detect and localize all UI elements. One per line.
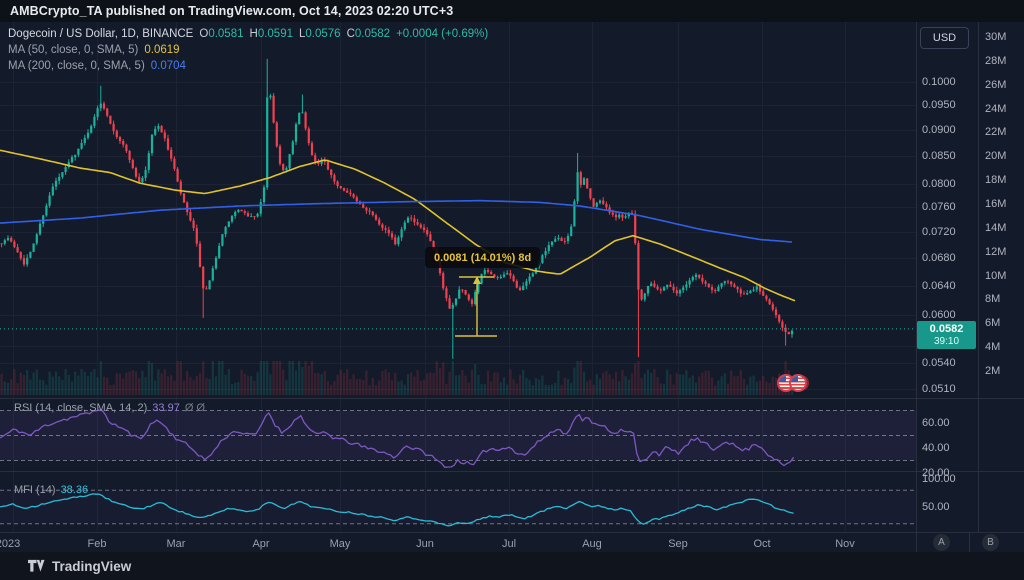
last-price-value: 0.0582 xyxy=(929,322,964,335)
volume-tick-label: 2M xyxy=(985,365,1001,377)
time-tick-label: Oct xyxy=(753,538,771,550)
mfi-tick-label: 100.00 xyxy=(922,473,956,485)
ohlc-h-label: H xyxy=(249,28,258,40)
change-value: +0.0004 (+0.69%) xyxy=(396,28,489,40)
main-legend[interactable]: Dogecoin / US Dollar, 1D, BINANCE O0.0581… xyxy=(8,26,488,74)
rsi-hidden-values: Ø Ø xyxy=(184,402,205,414)
price-tick-label: 0.0800 xyxy=(922,177,956,190)
us-flag-icon xyxy=(789,374,807,392)
flag-marks xyxy=(777,374,807,392)
symbol-row[interactable]: Dogecoin / US Dollar, 1D, BINANCE O0.0581… xyxy=(8,26,488,42)
ma200-label: MA (200, close, 0, SMA, 5) xyxy=(8,60,145,72)
ohlc-h-value: 0.0591 xyxy=(257,28,293,40)
rsi-legend[interactable]: RSI (14, close, SMA, 14, 2) 33.97 Ø Ø xyxy=(14,402,205,414)
price-tick-label: 0.1000 xyxy=(922,76,956,88)
volume-tick-label: 22M xyxy=(985,126,1007,139)
mfi-value: 38.36 xyxy=(60,484,89,496)
mfi-legend[interactable]: MFI (14) 38.36 xyxy=(14,484,88,496)
time-tick-label: Jul xyxy=(501,538,517,550)
volume-tick-label: 18M xyxy=(985,174,1007,187)
volume-tick-label: 24M xyxy=(985,102,1007,115)
ohlc-l-label: L xyxy=(299,28,306,40)
time-tick-label: Apr xyxy=(252,538,270,550)
volume-tick-label: 26M xyxy=(985,78,1007,91)
volume-tick-label: 14M xyxy=(985,221,1007,234)
tradingview-logo-icon xyxy=(28,559,45,572)
ma50-value: 0.0619 xyxy=(144,44,180,56)
ohlc-c-label: C xyxy=(346,28,355,40)
time-tick-label: Mar xyxy=(166,538,186,550)
volume-tick-label: 4M xyxy=(985,341,1001,354)
mfi-label: MFI (14) xyxy=(14,484,56,496)
candle-countdown: 39:10 xyxy=(933,335,960,347)
rsi-tick-label: 20.00 xyxy=(922,467,950,479)
time-tick-label: Aug xyxy=(582,538,602,550)
price-tick-label: 0.0850 xyxy=(922,150,956,163)
footer-bar: TradingView xyxy=(0,552,1024,580)
attribution-text: AMBCrypto_TA published on TradingView.co… xyxy=(10,4,454,18)
volume-tick-label: 6M xyxy=(985,317,1001,330)
rsi-tick-label: 40.00 xyxy=(922,442,950,454)
attribution-bar: AMBCrypto_TA published on TradingView.co… xyxy=(0,0,1024,22)
ma200-row[interactable]: MA (200, close, 0, SMA, 5) 0.0704 xyxy=(8,58,488,74)
price-tick-label: 0.0640 xyxy=(922,279,956,292)
volume-tick-label: 10M xyxy=(985,269,1007,282)
volume-tick-label: 12M xyxy=(985,245,1007,258)
mfi-tick-label: 50.00 xyxy=(922,501,950,513)
time-tick-label: Feb xyxy=(87,538,107,550)
rsi-label: RSI (14, close, SMA, 14, 2) xyxy=(14,402,148,414)
price-tick-label: 0.0680 xyxy=(922,251,956,264)
time-tick-label: 2023 xyxy=(0,538,21,550)
time-tick-label: Nov xyxy=(835,538,855,550)
time-tick-label: Jun xyxy=(416,538,434,550)
price-range-tooltip: 0.0081 (14.01%) 8d xyxy=(425,247,541,268)
volume-tick-label: 30M xyxy=(985,31,1007,43)
price-tick-label: 0.0600 xyxy=(922,309,956,321)
ohlc-o-label: O xyxy=(199,28,209,40)
price-tick-label: 0.0900 xyxy=(922,124,956,137)
currency-toggle-button[interactable]: USD xyxy=(920,27,969,49)
tradingview-wordmark: TradingView xyxy=(52,558,132,574)
last-price-tag: 0.0582 39:10 xyxy=(917,321,976,349)
ohlc-o-value: 0.0581 xyxy=(208,28,244,40)
volume-tick-label: 28M xyxy=(985,54,1007,67)
volume-tick-label: 20M xyxy=(985,150,1007,163)
scale-a-button[interactable]: A xyxy=(933,534,950,551)
price-tick-label: 0.0720 xyxy=(922,225,956,238)
time-tick-label: May xyxy=(329,538,351,550)
rsi-value: 33.97 xyxy=(152,402,180,414)
scale-b-button[interactable]: B xyxy=(982,534,999,551)
price-tick-label: 0.0950 xyxy=(922,99,956,112)
symbol-title: Dogecoin / US Dollar, 1D, BINANCE xyxy=(8,28,194,40)
volume-tick-label: 16M xyxy=(985,198,1007,210)
ohlc-c-value: 0.0582 xyxy=(354,28,391,40)
ma50-label: MA (50, close, 0, SMA, 5) xyxy=(8,44,139,56)
ohlc-l-value: 0.0576 xyxy=(305,28,341,40)
time-tick-label: Sep xyxy=(668,538,688,550)
rsi-tick-label: 60.00 xyxy=(922,417,950,429)
price-tick-label: 0.0510 xyxy=(922,383,956,396)
ma50-row[interactable]: MA (50, close, 0, SMA, 5) 0.0619 xyxy=(8,42,488,58)
price-tick-label: 0.0760 xyxy=(922,201,956,214)
volume-tick-label: 8M xyxy=(985,293,1001,306)
tradingview-link[interactable]: TradingView xyxy=(28,558,131,574)
ma200-value: 0.0704 xyxy=(150,60,186,72)
price-tick-label: 0.0540 xyxy=(922,357,956,370)
